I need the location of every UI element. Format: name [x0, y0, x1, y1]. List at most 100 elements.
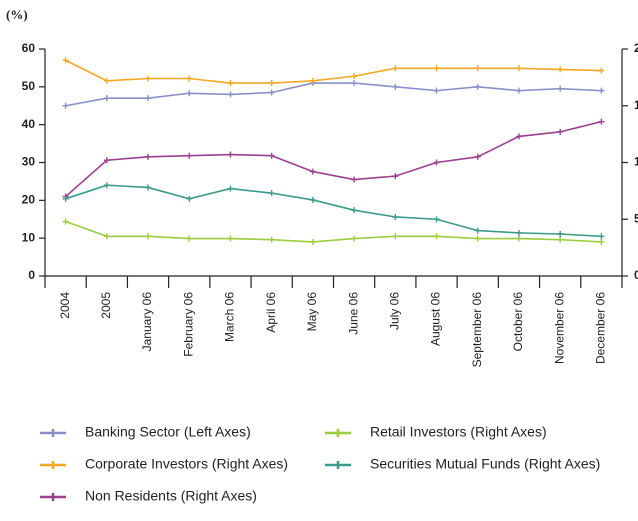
point-marker	[145, 153, 152, 160]
point-marker	[186, 195, 193, 202]
point-marker	[474, 227, 481, 234]
point-marker	[186, 75, 193, 82]
legend-label: Banking Sector (Left Axes)	[85, 424, 251, 440]
legend-label: Corporate Investors (Right Axes)	[85, 456, 288, 472]
point-marker	[145, 95, 152, 102]
point-marker	[227, 80, 234, 87]
y2-tick-label: 15	[634, 98, 638, 112]
point-marker	[557, 231, 564, 238]
y-axis-label: (%)	[6, 7, 28, 22]
x-tick-label: January 06	[140, 292, 154, 352]
y2-tick-label: 0	[634, 268, 638, 282]
point-marker	[227, 91, 234, 98]
point-marker	[227, 185, 234, 192]
y-tick-label: 50	[22, 79, 36, 93]
point-marker	[186, 90, 193, 97]
point-marker	[351, 235, 358, 242]
x-tick-label: April 06	[264, 292, 278, 333]
point-marker	[351, 73, 358, 80]
x-tick-label: March 06	[223, 292, 237, 342]
y-tick-label: 60	[22, 41, 36, 55]
y-tick-label: 0	[28, 268, 35, 282]
point-marker	[474, 83, 481, 90]
y2-tick-label: 10	[634, 155, 638, 169]
point-marker	[557, 85, 564, 92]
x-tick-label: August 06	[429, 292, 443, 346]
point-marker	[62, 102, 69, 109]
point-marker	[309, 77, 316, 84]
y2-tick-label: 5	[634, 211, 638, 225]
point-marker	[515, 133, 522, 140]
point-marker	[598, 67, 605, 74]
point-marker	[433, 65, 440, 72]
point-marker	[392, 173, 399, 180]
x-tick-label: October 06	[511, 292, 525, 352]
point-marker	[268, 152, 275, 159]
y-tick-label: 30	[22, 155, 36, 169]
point-marker	[186, 235, 193, 242]
legend-label: Retail Investors (Right Axes)	[370, 424, 547, 440]
point-marker	[557, 66, 564, 73]
point-marker	[186, 152, 193, 159]
point-marker	[309, 238, 316, 245]
point-marker	[145, 184, 152, 191]
point-marker	[515, 235, 522, 242]
point-marker	[557, 128, 564, 135]
series-line	[65, 120, 602, 198]
series-line	[65, 59, 602, 84]
y-tick-label: 10	[22, 230, 36, 244]
point-marker	[103, 77, 110, 84]
point-marker	[351, 176, 358, 183]
point-marker	[268, 80, 275, 87]
point-marker	[103, 182, 110, 189]
x-tick-label: July 06	[387, 292, 401, 330]
x-tick-label: September 06	[470, 292, 484, 368]
series-line	[65, 184, 602, 238]
x-tick-label: 2004	[58, 292, 72, 319]
point-marker	[227, 151, 234, 158]
point-marker	[598, 87, 605, 94]
point-marker	[433, 233, 440, 240]
point-marker	[598, 118, 605, 125]
series-line	[65, 82, 602, 107]
series-line	[65, 220, 602, 243]
point-marker	[392, 65, 399, 72]
x-tick-label: June 06	[346, 292, 360, 335]
point-marker	[351, 80, 358, 87]
point-marker	[145, 75, 152, 82]
point-marker	[62, 218, 69, 225]
point-marker	[62, 195, 69, 202]
point-marker	[392, 233, 399, 240]
y2-tick-label: 20	[634, 41, 638, 55]
point-marker	[227, 235, 234, 242]
point-marker	[433, 159, 440, 166]
point-marker	[268, 89, 275, 96]
point-marker	[515, 87, 522, 94]
x-tick-label: May 06	[305, 292, 319, 332]
point-marker	[433, 216, 440, 223]
point-marker	[268, 190, 275, 197]
point-marker	[103, 95, 110, 102]
point-marker	[309, 168, 316, 175]
x-tick-label: February 06	[181, 292, 195, 357]
x-tick-label: December 06	[594, 292, 608, 364]
y-tick-label: 40	[22, 117, 36, 131]
x-tick-label: 2005	[99, 292, 113, 319]
point-marker	[515, 229, 522, 236]
point-marker	[351, 207, 358, 214]
legend-label: Securities Mutual Funds (Right Axes)	[370, 456, 600, 472]
point-marker	[557, 236, 564, 243]
point-marker	[515, 65, 522, 72]
point-marker	[103, 157, 110, 164]
y-tick-label: 20	[22, 193, 36, 207]
point-marker	[474, 235, 481, 242]
point-marker	[474, 65, 481, 72]
point-marker	[62, 57, 69, 64]
point-marker	[474, 153, 481, 160]
point-marker	[392, 83, 399, 90]
x-tick-label: November 06	[552, 292, 566, 364]
point-marker	[103, 233, 110, 240]
point-marker	[145, 233, 152, 240]
point-marker	[309, 196, 316, 203]
point-marker	[598, 233, 605, 240]
